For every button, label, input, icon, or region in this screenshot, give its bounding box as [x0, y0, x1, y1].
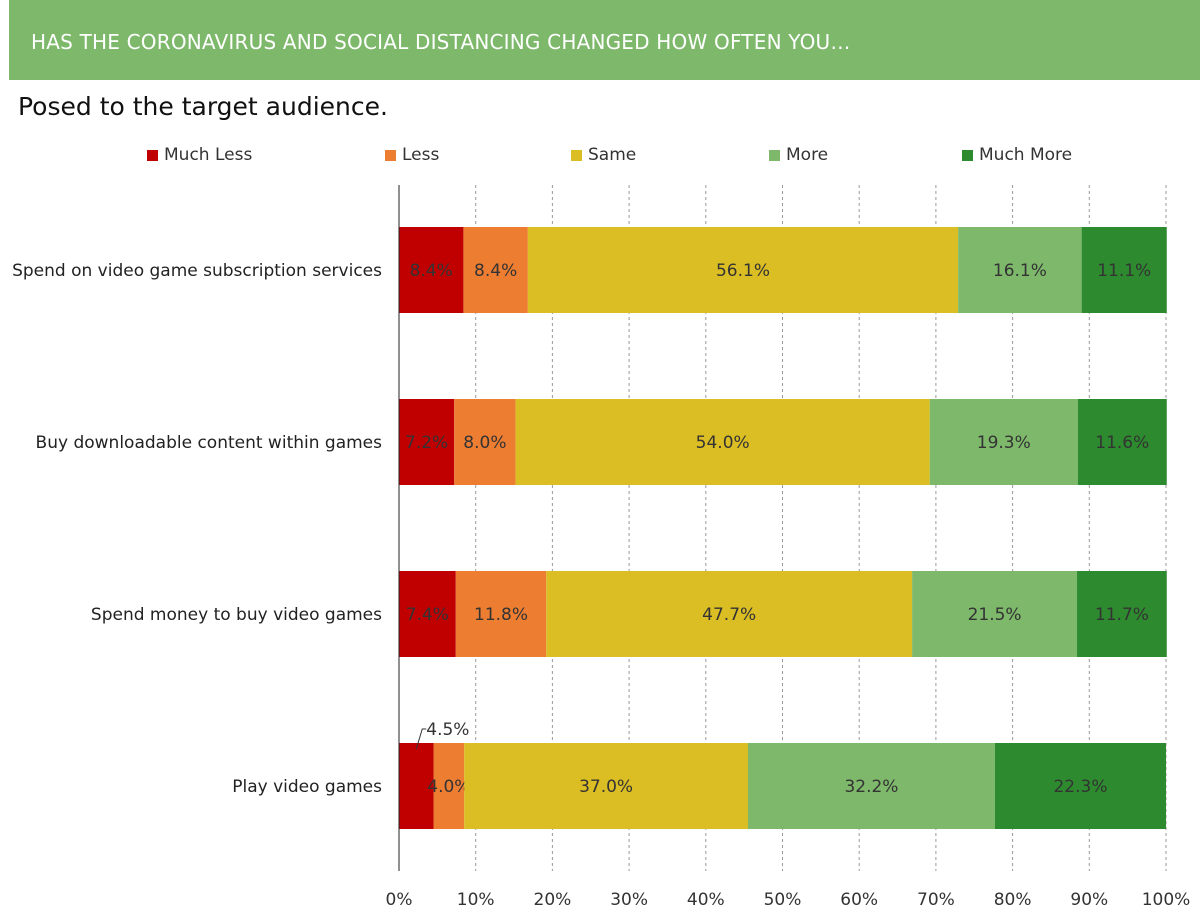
bar-3-1 — [433, 743, 465, 829]
x-tick-label-9: 90% — [1070, 890, 1108, 910]
bar-2-3 — [912, 571, 1078, 657]
data-label-0-2: 56.1% — [716, 261, 770, 281]
x-tick-label-4: 40% — [687, 890, 725, 910]
legend-swatch-same — [571, 149, 582, 161]
data-label-2-1: 11.8% — [474, 605, 528, 625]
legend-label-less: Less — [402, 145, 440, 165]
leader-line-3-0 — [415, 728, 427, 750]
data-label-2-2: 47.7% — [702, 605, 756, 625]
data-label-3-3: 32.2% — [844, 777, 898, 797]
data-label-3-4: 22.3% — [1053, 777, 1107, 797]
bar-0-4 — [1081, 227, 1167, 313]
data-label-1-1: 8.0% — [463, 433, 506, 453]
data-label-3-1: 4.0% — [427, 777, 470, 797]
bar-3-4 — [994, 743, 1166, 829]
x-tick-label-5: 50% — [764, 890, 802, 910]
bar-3-0 — [399, 743, 434, 829]
bar-1-1 — [454, 399, 516, 485]
bar-1-0 — [399, 399, 455, 485]
legend-swatch-less — [385, 149, 396, 161]
data-label-2-4: 11.7% — [1095, 605, 1149, 625]
bar-0-3 — [958, 227, 1082, 313]
x-tick-label-3: 30% — [610, 890, 648, 910]
legend-swatch-more — [769, 149, 780, 161]
x-tick-label-10: 100% — [1142, 890, 1191, 910]
bar-3-2 — [464, 743, 748, 829]
bar-3-3 — [747, 743, 995, 829]
bar-2-1 — [455, 571, 547, 657]
legend-label-same: Same — [588, 145, 637, 165]
data-label-0-3: 16.1% — [993, 261, 1047, 281]
data-label-0-0: 8.4% — [410, 261, 453, 281]
data-label-2-0: 7.4% — [406, 605, 449, 625]
x-tick-label-7: 70% — [917, 890, 955, 910]
data-label-3-0: 4.5% — [426, 720, 469, 740]
bar-2-0 — [399, 571, 456, 657]
bar-0-1 — [463, 227, 528, 313]
category-label-1: Buy downloadable content within games — [36, 433, 383, 453]
chart-title: HAS THE CORONAVIRUS AND SOCIAL DISTANCIN… — [31, 30, 851, 54]
legend-label-much-less: Much Less — [164, 145, 253, 165]
legend-item-much-more: Much More — [962, 145, 1072, 165]
legend-swatch-much-more — [962, 149, 973, 161]
bar-1-3 — [929, 399, 1078, 485]
chart-subtitle: Posed to the target audience. — [18, 92, 388, 121]
data-label-1-2: 54.0% — [696, 433, 750, 453]
bar-1-4 — [1077, 399, 1167, 485]
legend-item-much-less: Much Less — [147, 145, 252, 165]
x-tick-label-1: 10% — [457, 890, 495, 910]
x-tick-label-0: 0% — [386, 890, 413, 910]
data-label-1-0: 7.2% — [405, 433, 448, 453]
bar-0-0 — [399, 227, 464, 313]
data-label-1-4: 11.6% — [1095, 433, 1149, 453]
data-label-2-3: 21.5% — [968, 605, 1022, 625]
x-tick-label-2: 20% — [534, 890, 572, 910]
category-label-0: Spend on video game subscription service… — [12, 261, 382, 281]
legend-label-more: More — [786, 145, 829, 165]
x-tick-label-8: 80% — [994, 890, 1032, 910]
legend-label-much-more: Much More — [979, 145, 1073, 165]
category-label-2: Spend money to buy video games — [91, 605, 382, 625]
data-label-1-3: 19.3% — [977, 433, 1031, 453]
data-label-0-1: 8.4% — [474, 261, 517, 281]
legend-swatch-much-less — [147, 149, 158, 161]
bar-0-2 — [527, 227, 959, 313]
legend-item-less: Less — [385, 145, 439, 165]
data-label-3-2: 37.0% — [579, 777, 633, 797]
title-banner: HAS THE CORONAVIRUS AND SOCIAL DISTANCIN… — [9, 0, 1200, 80]
x-tick-label-6: 60% — [840, 890, 878, 910]
bar-2-2 — [546, 571, 913, 657]
data-label-0-4: 11.1% — [1097, 261, 1151, 281]
legend-item-same: Same — [571, 145, 636, 165]
category-label-3: Play video games — [232, 777, 382, 797]
legend-item-more: More — [769, 145, 828, 165]
legend: Much Less Less Same More Much More — [0, 145, 1200, 167]
bar-2-4 — [1077, 571, 1167, 657]
bar-1-2 — [515, 399, 930, 485]
